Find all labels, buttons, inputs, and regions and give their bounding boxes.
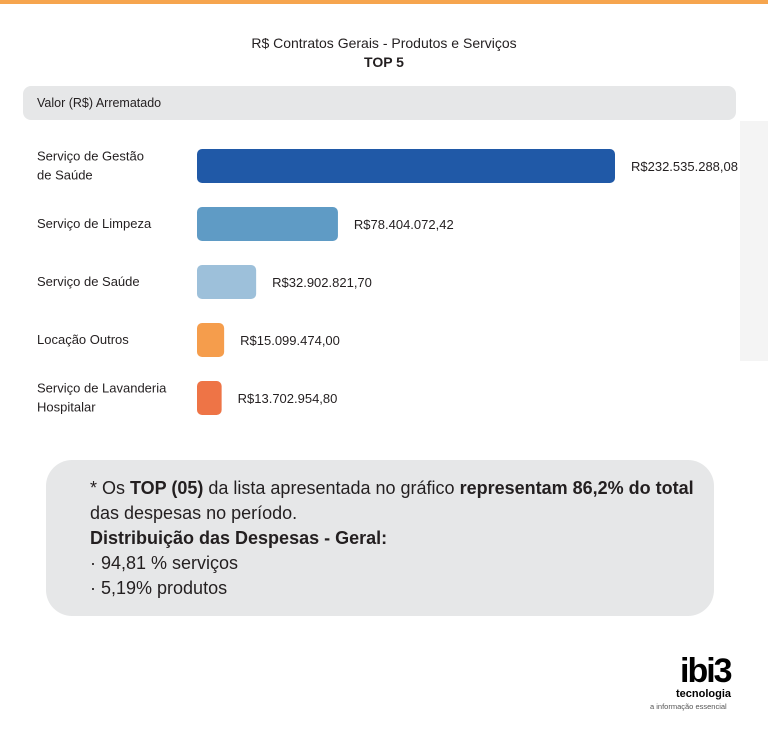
value-label: R$32.902.821,70: [272, 275, 372, 290]
bar: [197, 381, 222, 415]
bar: [197, 207, 338, 241]
note-line-2: das despesas no período.: [90, 503, 298, 523]
value-label: R$232.535.288,08: [631, 159, 738, 174]
bar: [197, 149, 615, 183]
bar: [197, 323, 225, 357]
value-header-label: Valor (R$) Arrematado: [37, 96, 162, 110]
decorative-side-strip: [740, 121, 768, 361]
value-label: R$13.702.954,80: [238, 391, 338, 406]
value-header-band: Valor (R$) Arrematado: [23, 86, 736, 120]
note-line-4: · 94,81 % serviços: [90, 553, 239, 573]
value-label: R$78.404.072,42: [354, 217, 454, 232]
logo-mark: ibi3: [680, 652, 733, 690]
value-label: R$15.099.474,00: [240, 333, 340, 348]
logo-tagline: a informação essencial: [650, 702, 727, 711]
bar-chart: Serviço de Gestão de Saúde R$232.535.288,0…: [37, 149, 738, 415]
category-label: Serviço de Limpeza: [37, 216, 152, 231]
chart-title: R$ Contratos Gerais - Produtos e Serviço…: [251, 35, 517, 51]
category-label: Serviço de Lavanderia Hospitalar: [37, 381, 167, 415]
company-logo: ibi3 tecnologia a informação essencial: [640, 650, 760, 720]
summary-note-box: * Os TOP (05) da lista apresentada no gr…: [46, 460, 714, 616]
summary-note-text: * Os TOP (05) da lista apresentada no gr…: [90, 476, 694, 601]
note-line-5: · 5,19% produtos: [90, 578, 228, 598]
chart-subtitle: TOP 5: [364, 54, 404, 70]
note-line-1: * Os TOP (05) da lista apresentada no gr…: [90, 478, 694, 498]
bar: [197, 265, 257, 299]
category-label: Locação Outros: [37, 332, 129, 347]
category-label: Serviço de Saúde: [37, 274, 140, 289]
category-label: Serviço de Gestão de Saúde: [37, 149, 144, 183]
note-line-3: Distribuição das Despesas - Geral:: [90, 528, 388, 548]
logo-wordmark: tecnologia: [676, 688, 732, 700]
top-accent-bar: [0, 0, 768, 4]
